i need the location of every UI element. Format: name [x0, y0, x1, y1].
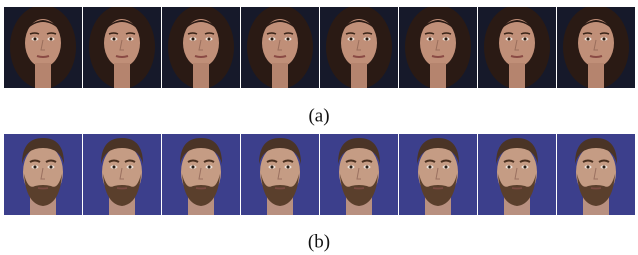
face-image	[557, 5, 635, 89]
face-image	[320, 134, 398, 215]
face-image	[478, 134, 556, 215]
row-a	[4, 5, 635, 89]
face-image	[83, 134, 161, 215]
panel-label: (a)	[308, 105, 329, 126]
face-image	[241, 5, 319, 89]
face-image	[162, 5, 240, 89]
face-image	[399, 134, 477, 215]
face-image	[162, 134, 240, 215]
page: {"figure": {"panels": [{"label": "(a)"},…	[0, 0, 638, 255]
row-b	[4, 134, 635, 215]
face-image	[478, 5, 556, 89]
panel-label: (b)	[308, 231, 330, 252]
figure: (a) (b)	[0, 0, 638, 255]
face-image	[557, 134, 635, 215]
face-image	[241, 134, 319, 215]
face-image	[4, 134, 82, 215]
face-image	[83, 5, 161, 89]
face-image	[399, 5, 477, 89]
face-image	[320, 5, 398, 89]
face-image	[4, 5, 82, 89]
